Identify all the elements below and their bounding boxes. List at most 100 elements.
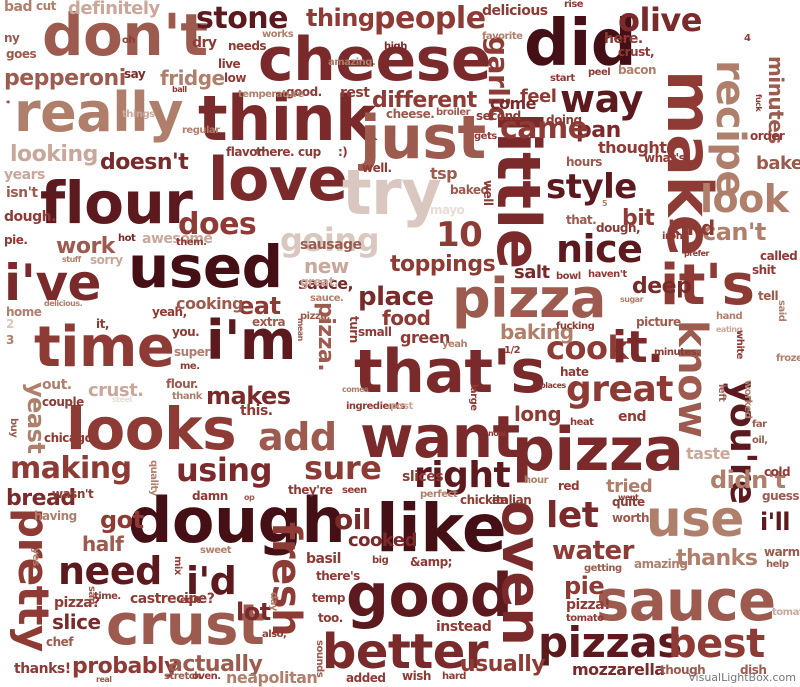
- word: turn: [347, 316, 361, 343]
- word: home: [6, 305, 42, 319]
- word: regular: [182, 125, 220, 136]
- word: dough,: [596, 221, 641, 235]
- word: baking: [500, 320, 574, 344]
- word: comes: [342, 385, 369, 394]
- word: thought: [598, 138, 667, 157]
- word: 2: [6, 317, 14, 331]
- word: 3: [6, 333, 14, 347]
- word: know: [669, 320, 715, 438]
- word: amazing.: [328, 57, 376, 68]
- word: time: [34, 315, 175, 380]
- word: quite: [612, 495, 645, 509]
- word: haven't: [588, 269, 627, 280]
- word: olive: [618, 1, 702, 39]
- word: best: [668, 621, 765, 667]
- word: just: [360, 103, 486, 173]
- word: rise: [564, 0, 584, 10]
- word: worked: [742, 380, 753, 419]
- word: water: [552, 536, 634, 566]
- word: used: [128, 233, 283, 301]
- word: help: [766, 559, 789, 570]
- word: i've: [4, 254, 101, 312]
- word: it,: [96, 317, 109, 331]
- word: bake: [756, 153, 800, 174]
- word: new: [304, 254, 349, 278]
- word: castrecipe?: [130, 591, 215, 607]
- word: delicious.: [44, 299, 83, 308]
- word: large: [468, 384, 479, 411]
- word: yeah,: [152, 305, 187, 319]
- word: i'll: [760, 508, 791, 536]
- word: :): [338, 145, 348, 159]
- word: long: [514, 402, 562, 426]
- word: thanks: [676, 546, 758, 571]
- word: crust.: [88, 380, 144, 401]
- word: bad: [4, 0, 33, 15]
- word: out.: [42, 377, 72, 393]
- word: fucking: [556, 321, 595, 332]
- word: things: [122, 109, 155, 120]
- word: like: [376, 490, 507, 567]
- word: bit: [622, 206, 655, 231]
- word: oil,: [752, 435, 768, 446]
- word: chef: [46, 635, 74, 649]
- word: extra: [252, 315, 286, 329]
- word: use: [646, 490, 744, 548]
- word: pizza,: [300, 311, 330, 322]
- word: big: [372, 555, 389, 566]
- word: red: [558, 479, 580, 493]
- word: white: [734, 330, 745, 359]
- word: definitely: [68, 0, 160, 19]
- word: worth: [612, 511, 650, 525]
- word: live: [218, 57, 241, 71]
- word: pepperoni: [4, 66, 126, 91]
- word: hour: [524, 475, 549, 486]
- word: fridge: [160, 66, 225, 90]
- word: went: [618, 493, 639, 502]
- word: here.: [604, 31, 643, 47]
- word: perfect: [420, 489, 458, 500]
- word: flour.: [166, 377, 198, 391]
- word: looking: [10, 142, 98, 167]
- word: want: [360, 403, 520, 471]
- word: doing: [546, 113, 582, 127]
- word: tomatoes: [772, 607, 800, 618]
- word: sauce,: [298, 274, 354, 293]
- word: mean: [296, 318, 305, 341]
- word: way: [560, 77, 643, 121]
- word: edit:: [180, 595, 204, 606]
- word: salt: [514, 262, 550, 283]
- word: san: [86, 586, 97, 605]
- word: there.: [256, 145, 295, 159]
- word: thanks!: [14, 661, 71, 677]
- word: probably: [72, 654, 178, 679]
- word: real: [96, 675, 112, 684]
- word: it.: [612, 322, 664, 373]
- word: neapolitan: [226, 668, 318, 687]
- word: called: [760, 249, 798, 263]
- word: day: [268, 592, 279, 611]
- word: temp: [312, 591, 345, 605]
- word: minutes.: [654, 347, 700, 358]
- word: yeah: [442, 339, 468, 350]
- word: they're: [288, 483, 333, 497]
- word: half: [82, 532, 124, 556]
- word: hand: [716, 311, 743, 322]
- word: quality: [148, 460, 159, 496]
- word: makes: [206, 382, 291, 410]
- word: hard: [442, 671, 466, 682]
- word: dish: [740, 663, 767, 677]
- word: prefer: [684, 249, 709, 258]
- word: basil: [306, 551, 341, 567]
- word: slices: [402, 469, 444, 485]
- word: sorry: [90, 253, 123, 267]
- word: flavor: [226, 145, 263, 159]
- word: i'm: [206, 309, 296, 372]
- word: small: [358, 325, 392, 339]
- word: better: [322, 624, 489, 680]
- word: deep: [632, 274, 692, 299]
- word: tomato: [566, 613, 604, 624]
- word: gets: [474, 131, 497, 142]
- word: well.: [362, 161, 392, 175]
- word: baked: [450, 183, 489, 197]
